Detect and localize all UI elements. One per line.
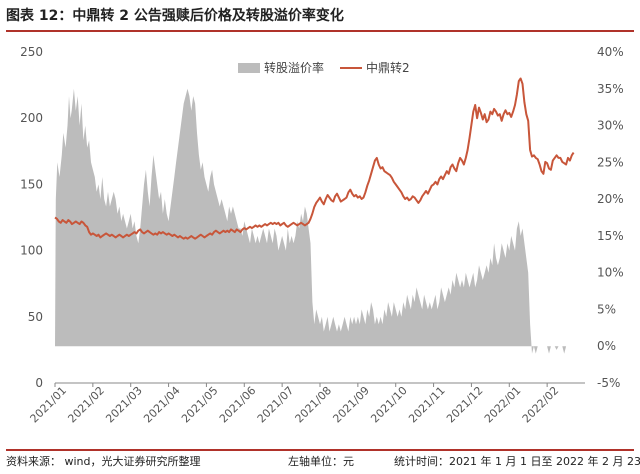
left-tick-label: 250 [20,45,43,59]
left-tick-label: 100 [20,244,43,258]
left-tick-label: 200 [20,111,43,125]
unit-note: 左轴单位：元 [288,455,354,468]
right-tick-label: 35% [597,82,624,96]
x-tick-label: 2022/01 [482,384,524,426]
x-tick-label: 2021/03 [103,384,145,426]
right-tick-label: -5% [597,376,620,390]
x-tick-label: 2021/11 [406,384,448,426]
price-line-layer [54,77,575,240]
right-tick-label: 20% [597,192,624,206]
legend-swatch-premium [238,63,260,73]
x-tick-label: 2021/06 [217,384,259,426]
price-line [54,77,575,240]
x-tick-label: 2021/12 [444,384,486,426]
title-bar: 图表 12：中鼎转 2 公告强赎后价格及转股溢价率变化 [6,4,634,32]
x-tick-label: 2021/07 [255,384,297,426]
premium-area [55,88,574,354]
x-tick-label: 2021/02 [65,384,107,426]
left-tick-label: 150 [20,177,43,191]
x-tick-label: 2022/02 [520,384,562,426]
left-tick-label: 0 [35,376,43,390]
right-tick-label: 0% [597,339,616,353]
x-tick-label: 2021/04 [141,384,183,426]
right-tick-label: 15% [597,229,624,243]
right-tick-label: 10% [597,266,624,280]
x-tick-label: 2021/05 [179,384,221,426]
chart-title: 图表 12：中鼎转 2 公告强赎后价格及转股溢价率变化 [6,8,344,24]
x-tick-label: 2021/01 [28,384,70,426]
right-tick-label: 30% [597,119,624,133]
source-note: 资料来源： wind，光大证券研究所整理 [6,455,201,468]
legend-label-price: 中鼎转2 [366,60,410,75]
x-tick-label: 2021/10 [368,384,410,426]
right-tick-label: 40% [597,45,624,59]
right-tick-label: 25% [597,155,624,169]
left-tick-label: 50 [28,310,43,324]
period-note: 统计时间：2021 年 1 月 1 日至 2022 年 2 月 23 日 [394,455,640,468]
legend-label-premium: 转股溢价率 [264,60,324,75]
legend: 转股溢价率 中鼎转2 [238,60,410,75]
chart: 0 50 100 150 200 250 -5% 0% 5% 10% 15% 20% 25% 30% 35%… [20,45,624,426]
x-tick-label: 2021/09 [330,384,372,426]
premium-area-layer [55,88,574,354]
right-tick-label: 5% [597,302,616,316]
x-tick-label: 2021/08 [293,384,335,426]
footer: 资料来源： wind，光大证券研究所整理 左轴单位：元 统计时间：2021 年 … [6,449,640,473]
